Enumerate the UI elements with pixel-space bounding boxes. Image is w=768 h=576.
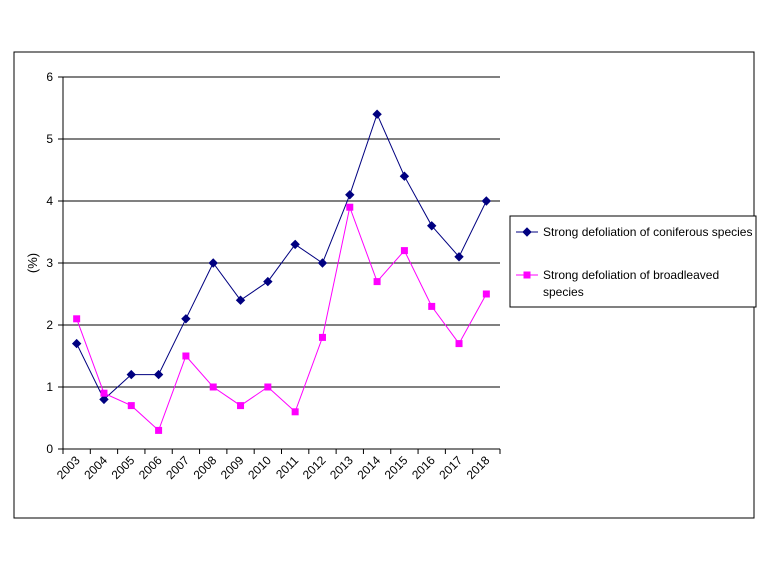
- legend-label: Strong defoliation of coniferous species: [543, 225, 752, 239]
- data-point: [455, 340, 463, 348]
- data-point: [263, 276, 273, 287]
- data-point: [235, 295, 246, 305]
- data-point: [346, 203, 354, 211]
- data-point: [71, 338, 82, 349]
- data-point: [454, 252, 464, 262]
- gridlines: [63, 76, 500, 388]
- data-point: [100, 389, 108, 397]
- data-point: [209, 383, 217, 391]
- legend-label: Strong defoliation of broadleaved: [543, 268, 719, 282]
- data-point: [264, 383, 272, 391]
- series-line: [76, 205, 487, 432]
- axes: [58, 76, 501, 454]
- data-point: [237, 402, 245, 410]
- legend-label: species: [543, 285, 584, 299]
- data-point: [482, 290, 490, 298]
- data-point: [318, 333, 326, 341]
- series-2: [73, 203, 490, 434]
- data-point: [153, 369, 164, 380]
- series-line: [76, 112, 487, 401]
- data-point: [399, 171, 410, 181]
- data-point: [73, 315, 81, 323]
- y-tick-label: 2: [46, 318, 53, 332]
- data-point: [208, 258, 218, 268]
- y-tick-label: 1: [46, 380, 53, 394]
- y-axis-title: (%): [25, 253, 40, 273]
- series-group: [71, 109, 492, 434]
- data-point: [181, 314, 191, 324]
- data-point: [317, 258, 328, 268]
- data-point: [345, 190, 355, 200]
- y-tick-label: 3: [46, 256, 53, 270]
- data-point: [126, 369, 136, 380]
- data-point: [427, 221, 437, 231]
- legend-marker: [523, 271, 531, 279]
- legend: Strong defoliation of coniferous species…: [509, 215, 757, 308]
- legend-box: [509, 215, 757, 308]
- y-tick-label: 5: [46, 132, 53, 146]
- data-point: [182, 352, 190, 360]
- series-1: [71, 109, 492, 405]
- data-point: [372, 109, 382, 119]
- legend-entry-2: Strong defoliation of broadleaved species: [516, 268, 719, 299]
- data-point: [428, 302, 436, 310]
- data-point: [127, 402, 135, 410]
- legend-marker: [522, 227, 532, 237]
- data-point: [400, 247, 408, 255]
- y-tick-label: 4: [46, 194, 53, 208]
- y-tick-label: 6: [46, 70, 53, 84]
- legend-entry-1: Strong defoliation of coniferous species: [516, 225, 752, 239]
- data-point: [99, 394, 109, 405]
- data-point: [290, 239, 300, 250]
- data-point: [291, 408, 299, 416]
- data-point: [481, 196, 492, 206]
- data-point: [373, 278, 381, 286]
- data-point: [155, 426, 163, 434]
- y-tick-label: 0: [46, 442, 53, 456]
